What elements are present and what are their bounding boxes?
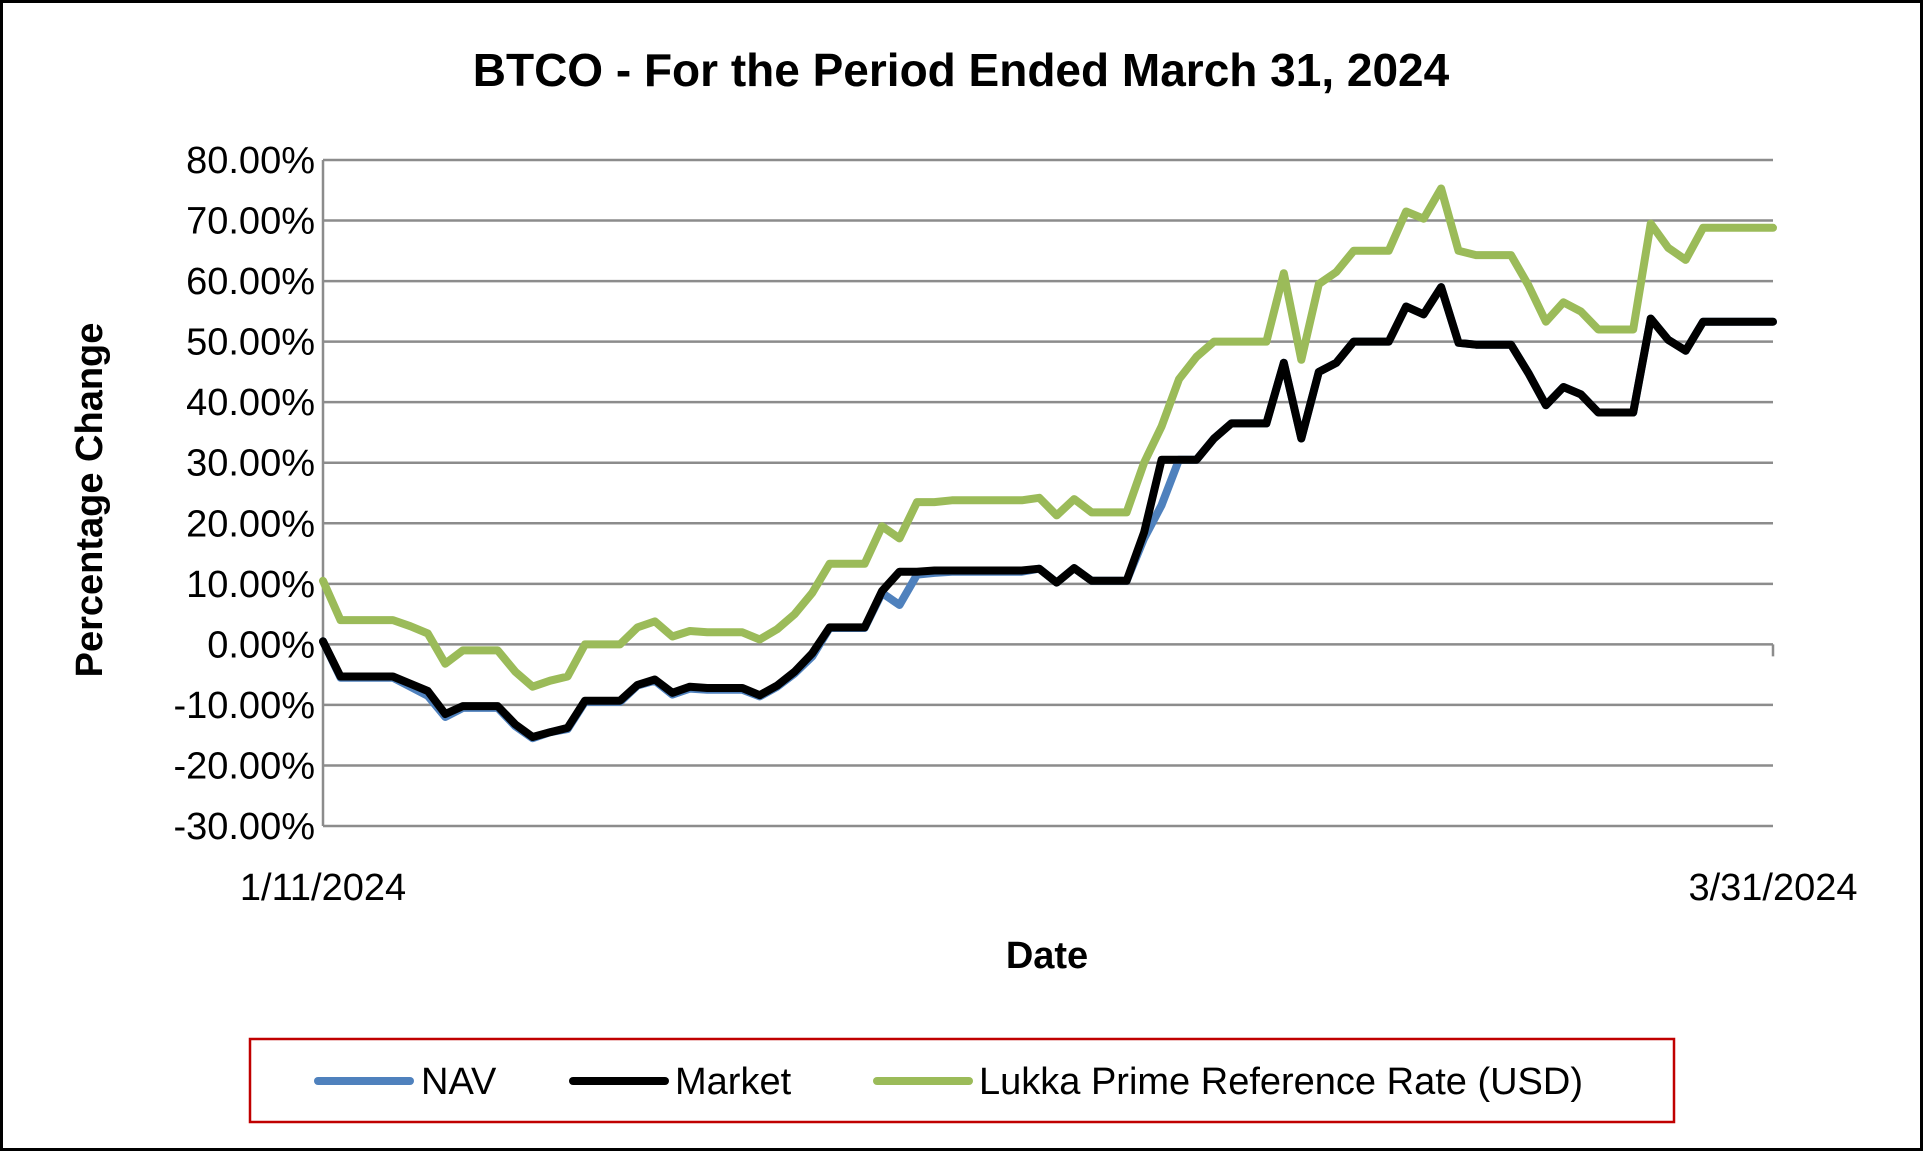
legend-label: Market xyxy=(675,1061,792,1103)
y-tick-label: 70.00% xyxy=(186,201,315,243)
legend-items: NAV Market Lukka Prime Reference Rate (USD… xyxy=(314,1061,1583,1103)
y-tick-label: -20.00% xyxy=(173,745,315,787)
legend: NAV Market Lukka Prime Reference Rate (USD… xyxy=(248,1037,1676,1124)
series-line-lukka-prime-reference-rate-usd xyxy=(319,184,1777,691)
y-tick-label: 60.00% xyxy=(186,261,315,303)
y-tick-label: 10.00% xyxy=(186,564,315,606)
x-tick-label: 3/31/2024 xyxy=(1688,867,1857,909)
y-tick-labels: -30.00% -20.00% -10.00% 0.00% 10.00% 20.00% 30… xyxy=(173,140,315,848)
legend-label: NAV xyxy=(421,1061,497,1103)
x-tick-labels: 1/11/2024 3/31/2024 xyxy=(240,867,1858,909)
y-tick-label: 80.00% xyxy=(186,140,315,182)
series-lines xyxy=(319,184,1777,743)
legend-label: Lukka Prime Reference Rate (USD) xyxy=(979,1061,1583,1103)
axes xyxy=(321,160,1775,826)
y-tick-label: -30.00% xyxy=(173,806,315,848)
gridlines xyxy=(323,158,1773,828)
y-tick-label: 30.00% xyxy=(186,443,315,485)
y-tick-label: 50.00% xyxy=(186,322,315,364)
x-axis-title: Date xyxy=(1006,935,1088,977)
y-tick-label: 40.00% xyxy=(186,382,315,424)
chart-title: BTCO - For the Period Ended March 31, 20… xyxy=(473,44,1450,96)
y-axis-title: Percentage Change xyxy=(69,323,111,678)
series-line-market xyxy=(319,283,1777,741)
y-tick-label: -10.00% xyxy=(173,685,315,727)
x-tick-label: 1/11/2024 xyxy=(240,867,406,909)
y-tick-label: 20.00% xyxy=(186,503,315,545)
y-tick-label: 0.00% xyxy=(207,624,315,666)
